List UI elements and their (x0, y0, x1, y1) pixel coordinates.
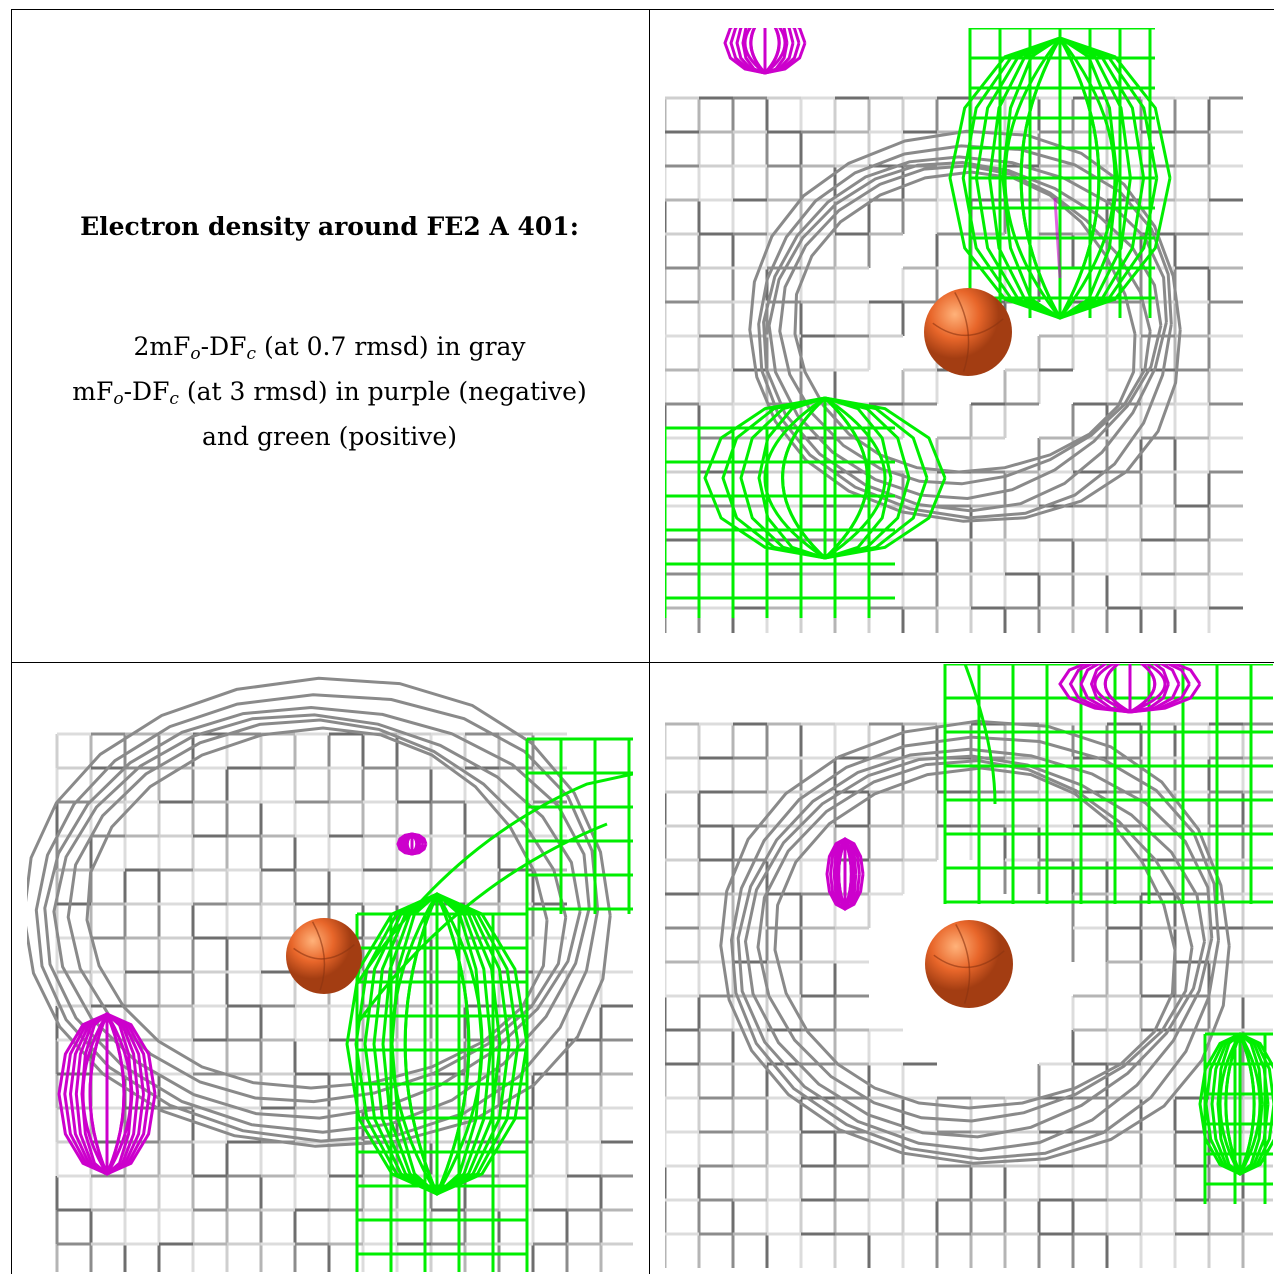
table-border-middle (11, 662, 1274, 663)
table-border-left (11, 9, 12, 1274)
density-view-1 (665, 28, 1273, 633)
negative-mesh-1 (723, 28, 1062, 279)
positive-mesh-3 (943, 664, 1273, 1204)
density-view-1-svg (665, 28, 1243, 633)
table-border-center (649, 9, 650, 1274)
caption-line-1: 2mFo-DFc (at 0.7 rmsd) in gray (133, 332, 526, 364)
fe-atom-3 (925, 920, 1013, 1008)
gray-mesh-3 (665, 719, 1273, 1268)
caption-line-3: and green (positive) (202, 422, 457, 451)
density-view-3 (665, 664, 1273, 1272)
table-border-top (11, 9, 1274, 10)
negative-mesh-3 (825, 664, 1202, 911)
caption-line-2: mFo-DFc (at 3 rmsd) in purple (negative) (72, 377, 587, 409)
positive-mesh-2 (345, 737, 633, 1272)
negative-mesh-2 (57, 832, 428, 1176)
fe-atom-1 (924, 288, 1012, 376)
density-view-2-svg (27, 676, 633, 1272)
positive-mesh-1 (665, 28, 1172, 618)
density-view-2 (27, 664, 633, 1272)
fe-atom-2 (286, 918, 362, 994)
caption-title: Electron density around FE2 A 401: (80, 212, 579, 241)
caption-cell: Electron density around FE2 A 401: 2mFo-… (11, 10, 648, 662)
caption-body: 2mFo-DFc (at 0.7 rmsd) in gray mFo-DFc (… (11, 328, 648, 456)
density-view-3-svg (665, 664, 1273, 1268)
